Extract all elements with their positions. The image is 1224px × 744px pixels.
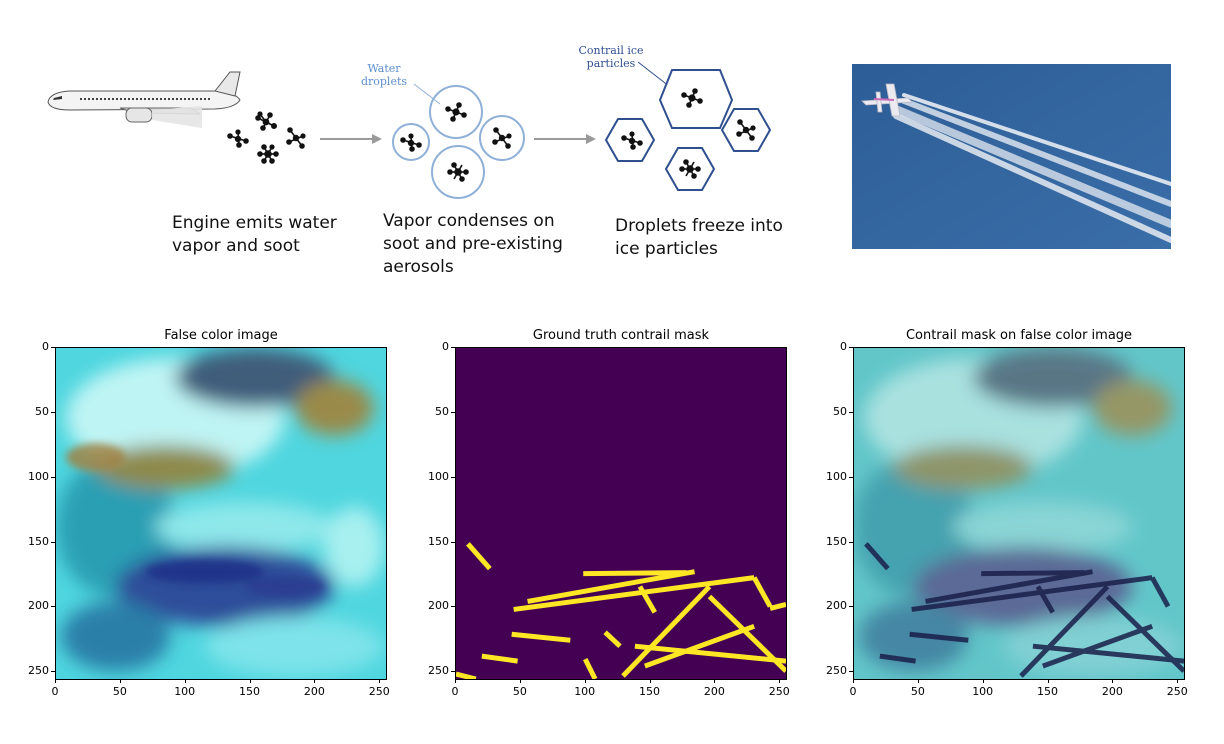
x-tick-label: 250 bbox=[768, 685, 790, 698]
y-tick-mark bbox=[51, 541, 55, 543]
x-tick-label: 100 bbox=[174, 685, 196, 698]
x-tick-mark bbox=[779, 679, 781, 683]
x-tick-mark bbox=[519, 679, 521, 683]
y-tick-mark bbox=[451, 476, 455, 478]
y-tick-mark bbox=[451, 606, 455, 608]
y-tick-label: 100 bbox=[826, 469, 847, 483]
panel-title-ground-truth: Ground truth contrail mask bbox=[532, 328, 710, 343]
x-tick-label: 100 bbox=[574, 685, 596, 698]
y-tick-label: 50 bbox=[833, 404, 847, 418]
x-tick-mark bbox=[1112, 679, 1114, 683]
y-tick-mark bbox=[849, 671, 853, 673]
x-tick-label: 150 bbox=[639, 685, 661, 698]
y-tick-label: 250 bbox=[826, 664, 847, 678]
x-tick-label: 0 bbox=[51, 685, 59, 698]
x-tick-label: 100 bbox=[972, 685, 994, 698]
x-tick-mark bbox=[184, 679, 186, 683]
y-tick-label: 250 bbox=[28, 664, 49, 678]
y-tick-mark bbox=[451, 347, 455, 348]
y-tick-mark bbox=[849, 347, 853, 348]
caption-emission: Engine emits water vapor and soot bbox=[172, 213, 337, 256]
y-tick-mark bbox=[849, 541, 853, 543]
x-tick-mark bbox=[119, 679, 121, 683]
y-tick-mark bbox=[849, 476, 853, 478]
y-tick-mark bbox=[51, 476, 55, 478]
x-tick-label: 0 bbox=[451, 685, 459, 698]
y-tick-mark bbox=[451, 411, 455, 413]
y-tick-mark bbox=[51, 671, 55, 673]
water-droplets-label: Water droplets bbox=[360, 62, 408, 88]
x-tick-mark bbox=[55, 679, 56, 683]
x-tick-label: 150 bbox=[1037, 685, 1059, 698]
water-droplets bbox=[392, 83, 525, 199]
y-tick-label: 150 bbox=[428, 534, 449, 548]
x-tick-mark bbox=[649, 679, 651, 683]
y-tick-mark bbox=[849, 411, 853, 413]
soot-particles bbox=[227, 111, 306, 164]
x-tick-mark bbox=[455, 679, 456, 683]
x-tick-mark bbox=[379, 679, 381, 683]
y-tick-mark bbox=[451, 671, 455, 673]
x-tick-mark bbox=[1047, 679, 1049, 683]
y-tick-mark bbox=[451, 541, 455, 543]
y-tick-mark bbox=[51, 347, 55, 348]
x-tick-mark bbox=[853, 679, 854, 683]
y-tick-label: 100 bbox=[428, 469, 449, 483]
x-tick-mark bbox=[714, 679, 716, 683]
y-tick-label: 200 bbox=[28, 599, 49, 613]
caption-condensation: Vapor condenses on soot and pre-existing… bbox=[383, 211, 563, 277]
x-tick-mark bbox=[1177, 679, 1179, 683]
x-tick-label: 150 bbox=[239, 685, 261, 698]
panel-title-overlay: Contrail mask on false color image bbox=[905, 328, 1133, 343]
x-tick-label: 250 bbox=[1166, 685, 1188, 698]
x-tick-label: 50 bbox=[910, 685, 925, 698]
y-tick-label: 0 bbox=[42, 340, 49, 353]
x-tick-mark bbox=[917, 679, 919, 683]
y-tick-mark bbox=[849, 606, 853, 608]
airplane-illustration bbox=[47, 71, 241, 128]
x-tick-label: 200 bbox=[1101, 685, 1123, 698]
contrail-photo bbox=[852, 64, 1171, 249]
y-tick-label: 200 bbox=[428, 599, 449, 613]
y-tick-label: 100 bbox=[28, 469, 49, 483]
ground-truth-mask bbox=[455, 347, 787, 680]
false-color-image bbox=[55, 347, 387, 680]
y-tick-label: 50 bbox=[35, 404, 49, 418]
x-tick-mark bbox=[584, 679, 586, 683]
arrow-icon bbox=[534, 134, 596, 144]
y-tick-label: 200 bbox=[826, 599, 847, 613]
x-tick-label: 200 bbox=[303, 685, 325, 698]
x-tick-label: 250 bbox=[368, 685, 390, 698]
x-tick-label: 50 bbox=[112, 685, 127, 698]
y-tick-mark bbox=[51, 606, 55, 608]
y-tick-label: 150 bbox=[826, 534, 847, 548]
contrail-ice-label: Contrail ice particles bbox=[578, 44, 644, 70]
arrow-icon bbox=[320, 134, 382, 144]
x-tick-label: 50 bbox=[512, 685, 527, 698]
x-tick-mark bbox=[982, 679, 984, 683]
x-tick-mark bbox=[314, 679, 316, 683]
y-tick-label: 0 bbox=[840, 340, 847, 353]
ice-particles bbox=[604, 61, 772, 191]
y-tick-label: 0 bbox=[442, 340, 449, 353]
x-tick-label: 200 bbox=[703, 685, 725, 698]
panel-title-false-color: False color image bbox=[164, 328, 278, 343]
x-tick-label: 0 bbox=[849, 685, 857, 698]
y-tick-label: 50 bbox=[435, 404, 449, 418]
x-tick-mark bbox=[249, 679, 251, 683]
y-tick-mark bbox=[51, 411, 55, 413]
y-tick-label: 150 bbox=[28, 534, 49, 548]
y-tick-label: 250 bbox=[428, 664, 449, 678]
overlay-image bbox=[853, 347, 1185, 680]
caption-freezing: Droplets freeze into ice particles bbox=[615, 216, 783, 259]
